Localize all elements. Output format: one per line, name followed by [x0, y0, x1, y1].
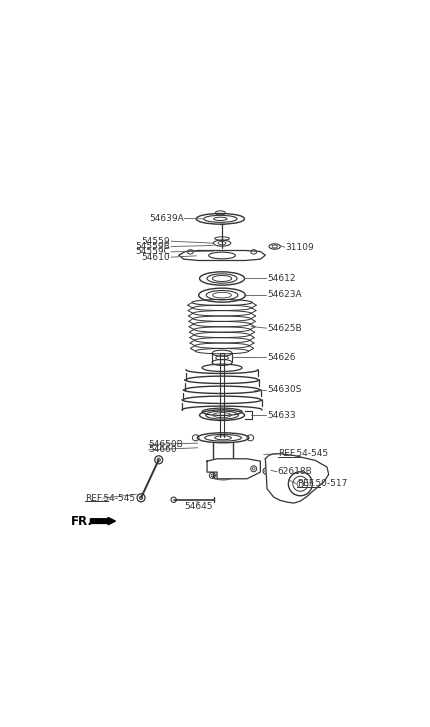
Text: 54645: 54645 [184, 502, 213, 510]
Text: REF.54-545: REF.54-545 [278, 449, 328, 458]
Text: 54639A: 54639A [149, 214, 184, 223]
Text: 54660: 54660 [149, 445, 177, 454]
FancyArrow shape [90, 518, 115, 525]
Text: 54626: 54626 [267, 353, 295, 361]
Text: 31109: 31109 [286, 243, 314, 252]
Text: 54610: 54610 [142, 253, 170, 262]
Text: REF.50-517: REF.50-517 [297, 479, 347, 489]
Polygon shape [207, 459, 261, 479]
Text: 54559B: 54559B [135, 242, 170, 251]
Text: 54623A: 54623A [267, 290, 302, 300]
Text: REF.54-545: REF.54-545 [86, 494, 135, 502]
Text: FR.: FR. [71, 515, 93, 528]
Polygon shape [265, 454, 329, 503]
Text: 54625B: 54625B [267, 324, 302, 333]
Text: 54650B: 54650B [149, 440, 184, 449]
Text: 54559: 54559 [142, 237, 170, 246]
Text: 62618B: 62618B [278, 467, 313, 476]
Text: 54559C: 54559C [135, 247, 170, 257]
Text: 54633: 54633 [267, 411, 296, 419]
Polygon shape [179, 251, 265, 260]
Text: 54630S: 54630S [267, 385, 301, 394]
Text: 54612: 54612 [267, 274, 295, 283]
